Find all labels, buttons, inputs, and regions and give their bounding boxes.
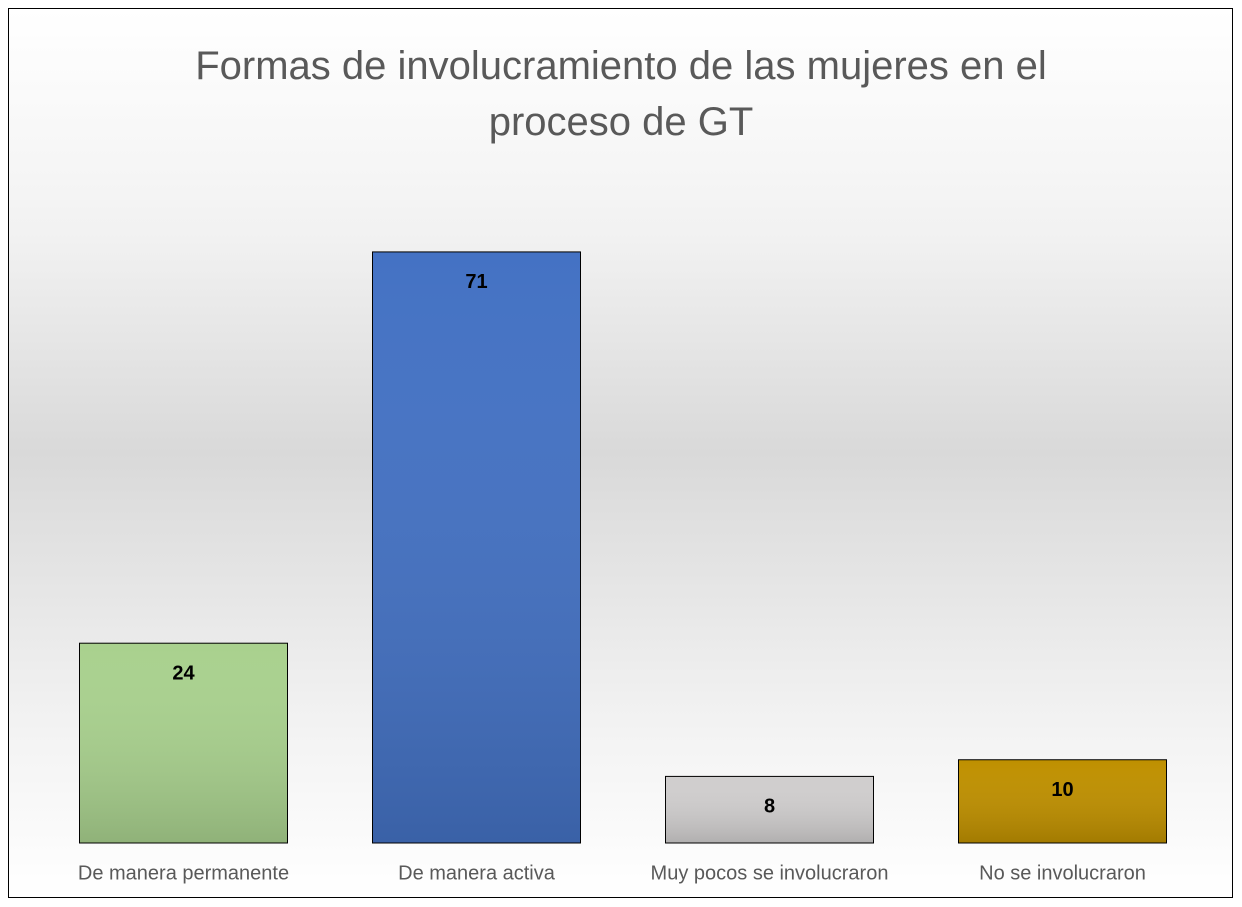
bar-shade — [372, 251, 581, 844]
data-label: 24 — [172, 662, 195, 684]
data-label: 8 — [764, 796, 775, 818]
bar-shade — [958, 759, 1167, 843]
bar-shade — [79, 643, 288, 843]
x-tick-label: De manera activa — [398, 862, 556, 884]
x-tick-label: No se involucraron — [979, 862, 1146, 884]
x-tick-label: De manera permanente — [78, 862, 289, 884]
x-tick-label: Muy pocos se involucraron — [651, 862, 889, 884]
bar-shade — [665, 776, 874, 843]
data-label: 71 — [465, 271, 487, 293]
chart-title: Formas de involucramiento de las mujeres… — [195, 44, 1047, 144]
data-label: 10 — [1051, 779, 1073, 801]
